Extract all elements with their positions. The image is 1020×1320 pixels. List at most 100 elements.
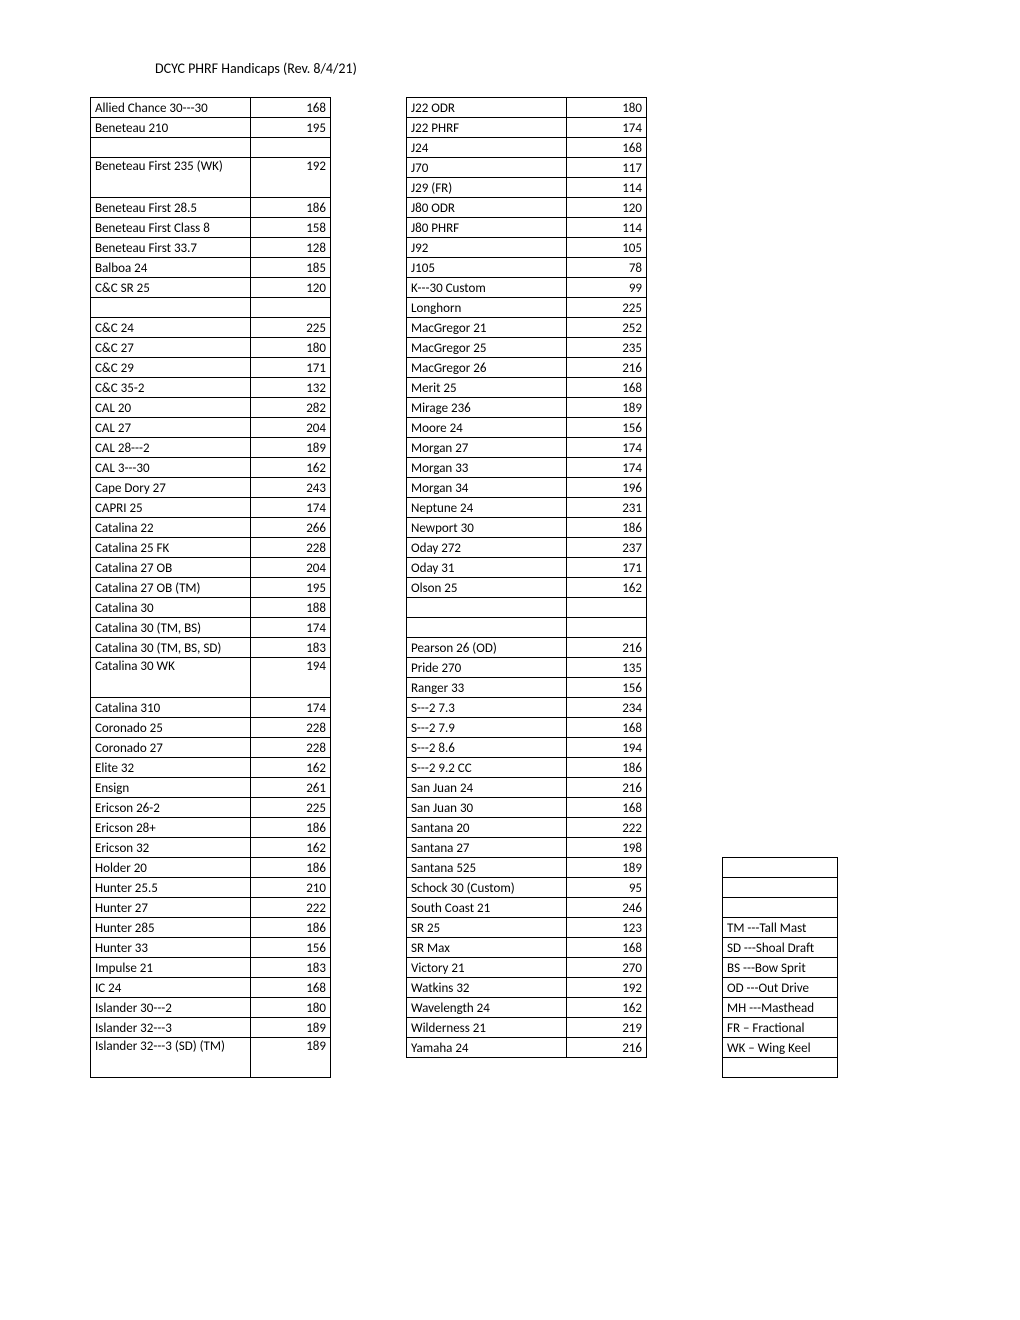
table-row: IC 24168 bbox=[91, 978, 331, 998]
handicap-value-cell: 174 bbox=[567, 458, 647, 478]
boat-name-cell: Ericson 28+ bbox=[91, 818, 251, 838]
boat-name-cell: Oday 31 bbox=[407, 558, 567, 578]
legend-row: TM ---Tall Mast bbox=[723, 918, 838, 938]
handicap-value-cell: 180 bbox=[567, 98, 647, 118]
boat-name-cell: Holder 20 bbox=[91, 858, 251, 878]
table-row: Oday 31171 bbox=[407, 558, 647, 578]
handicap-value-cell bbox=[567, 598, 647, 618]
boat-name-cell: CAL 3---30 bbox=[91, 458, 251, 478]
boat-name-cell bbox=[407, 598, 567, 618]
boat-name-cell: CAL 27 bbox=[91, 418, 251, 438]
handicap-value-cell: 174 bbox=[567, 438, 647, 458]
table-row: Coronado 27228 bbox=[91, 738, 331, 758]
legend-row bbox=[723, 898, 838, 918]
handicap-value-cell: 78 bbox=[567, 258, 647, 278]
handicap-value-cell: 246 bbox=[567, 898, 647, 918]
boat-name-cell: Catalina 30 bbox=[91, 598, 251, 618]
table-row: Catalina 310174 bbox=[91, 698, 331, 718]
handicap-value-cell: 228 bbox=[251, 738, 331, 758]
handicap-value-cell: 189 bbox=[567, 398, 647, 418]
legend-row bbox=[723, 878, 838, 898]
handicap-value-cell: 180 bbox=[251, 998, 331, 1018]
table-row: MacGregor 21252 bbox=[407, 318, 647, 338]
table-row: J24168 bbox=[407, 138, 647, 158]
boat-name-cell: S---2 7.3 bbox=[407, 698, 567, 718]
handicap-value-cell: 114 bbox=[567, 218, 647, 238]
boat-name-cell bbox=[407, 618, 567, 638]
boat-name-cell: Santana 525 bbox=[407, 858, 567, 878]
legend-cell: MH ---Masthead bbox=[723, 998, 838, 1018]
handicap-value-cell: 261 bbox=[251, 778, 331, 798]
table-row: J92105 bbox=[407, 238, 647, 258]
table-row: Beneteau First Class 8158 bbox=[91, 218, 331, 238]
handicap-value-cell: 252 bbox=[567, 318, 647, 338]
boat-name-cell: J80 ODR bbox=[407, 198, 567, 218]
table-row: Hunter 25.5210 bbox=[91, 878, 331, 898]
table-row: CAL 20282 bbox=[91, 398, 331, 418]
handicap-value-cell: 225 bbox=[567, 298, 647, 318]
boat-name-cell: Oday 272 bbox=[407, 538, 567, 558]
legend-cell bbox=[723, 858, 838, 878]
handicap-value-cell: 234 bbox=[567, 698, 647, 718]
handicap-value-cell: 195 bbox=[251, 118, 331, 138]
handicap-value-cell: 228 bbox=[251, 538, 331, 558]
boat-name-cell: Morgan 33 bbox=[407, 458, 567, 478]
table-row: South Coast 21246 bbox=[407, 898, 647, 918]
handicap-value-cell: 120 bbox=[251, 278, 331, 298]
table-row: San Juan 30168 bbox=[407, 798, 647, 818]
handicap-value-cell: 158 bbox=[251, 218, 331, 238]
table-row: Catalina 22266 bbox=[91, 518, 331, 538]
handicap-value-cell: 123 bbox=[567, 918, 647, 938]
handicap-value-cell: 174 bbox=[567, 118, 647, 138]
boat-name-cell: C&C 29 bbox=[91, 358, 251, 378]
legend-cell: SD ---Shoal Draft bbox=[723, 938, 838, 958]
handicap-value-cell: 185 bbox=[251, 258, 331, 278]
boat-name-cell: Beneteau First 28.5 bbox=[91, 198, 251, 218]
table-row: J22 PHRF174 bbox=[407, 118, 647, 138]
legend-row: SD ---Shoal Draft bbox=[723, 938, 838, 958]
table-row: Impulse 21183 bbox=[91, 958, 331, 978]
table-row: San Juan 24216 bbox=[407, 778, 647, 798]
table-row: Watkins 32192 bbox=[407, 978, 647, 998]
handicap-value-cell: 204 bbox=[251, 558, 331, 578]
handicap-value-cell: 186 bbox=[251, 918, 331, 938]
table-row: Morgan 33174 bbox=[407, 458, 647, 478]
table-row: C&C 35-2132 bbox=[91, 378, 331, 398]
handicap-value-cell: 168 bbox=[567, 718, 647, 738]
handicap-value-cell bbox=[567, 618, 647, 638]
legend-cell bbox=[723, 898, 838, 918]
table-row: Beneteau First 33.7128 bbox=[91, 238, 331, 258]
handicap-value-cell: 128 bbox=[251, 238, 331, 258]
table-row: Catalina 30188 bbox=[91, 598, 331, 618]
boat-name-cell: S---2 7.9 bbox=[407, 718, 567, 738]
handicap-value-cell: 225 bbox=[251, 798, 331, 818]
table-row: Yamaha 24216 bbox=[407, 1038, 647, 1058]
table-row: Elite 32162 bbox=[91, 758, 331, 778]
table-row: Catalina 30 (TM, BS)174 bbox=[91, 618, 331, 638]
boat-name-cell: Hunter 25.5 bbox=[91, 878, 251, 898]
boat-name-cell: San Juan 30 bbox=[407, 798, 567, 818]
handicap-value-cell: 270 bbox=[567, 958, 647, 978]
table-row bbox=[407, 618, 647, 638]
table-row: Mirage 236189 bbox=[407, 398, 647, 418]
table-row: Wavelength 24162 bbox=[407, 998, 647, 1018]
boat-name-cell: Yamaha 24 bbox=[407, 1038, 567, 1058]
table-row: Ensign261 bbox=[91, 778, 331, 798]
table-row: Catalina 27 OB (TM)195 bbox=[91, 578, 331, 598]
boat-name-cell: Catalina 22 bbox=[91, 518, 251, 538]
boat-name-cell: South Coast 21 bbox=[407, 898, 567, 918]
table-row: Coronado 25228 bbox=[91, 718, 331, 738]
handicap-value-cell: 189 bbox=[251, 1018, 331, 1038]
handicap-value-cell: 188 bbox=[251, 598, 331, 618]
legend-row: BS ---Bow Sprit bbox=[723, 958, 838, 978]
handicap-value-cell: 156 bbox=[567, 678, 647, 698]
handicap-value-cell: 198 bbox=[567, 838, 647, 858]
table-row: SR Max168 bbox=[407, 938, 647, 958]
boat-name-cell: Merit 25 bbox=[407, 378, 567, 398]
legend-cell bbox=[723, 878, 838, 898]
table-row: Ericson 26-2225 bbox=[91, 798, 331, 818]
handicap-value-cell: 222 bbox=[567, 818, 647, 838]
handicap-value-cell: 168 bbox=[251, 978, 331, 998]
handicap-value-cell: 194 bbox=[251, 658, 331, 698]
boat-name-cell: Catalina 25 FK bbox=[91, 538, 251, 558]
